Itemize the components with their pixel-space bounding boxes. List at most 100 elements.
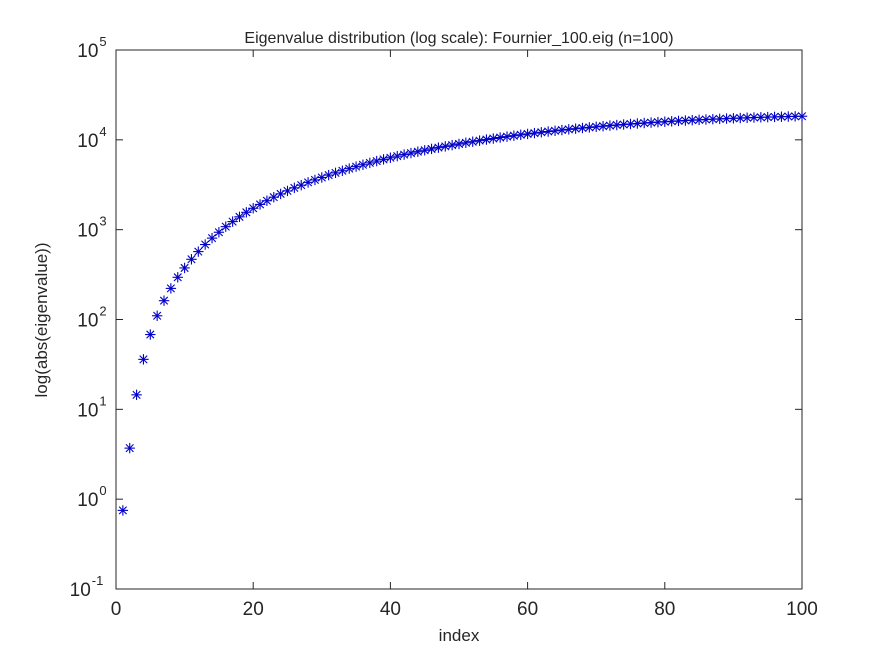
data-point — [398, 149, 410, 160]
y-tick-base: 10 — [77, 400, 98, 421]
axis-ticks — [115, 49, 803, 590]
data-point — [131, 389, 142, 401]
data-point — [584, 122, 595, 133]
y-tick-exponent: -1 — [92, 573, 104, 588]
data-point — [536, 127, 547, 138]
y-tick-base: 10 — [77, 41, 98, 62]
data-point — [700, 114, 712, 125]
chart-title: Eigenvalue distribution (log scale): Fou… — [244, 30, 673, 47]
data-point — [522, 128, 533, 140]
y-tick-base: 10 — [77, 490, 98, 511]
data-point — [309, 174, 321, 186]
data-point — [440, 141, 451, 152]
data-point — [330, 167, 341, 179]
x-tick-label: 0 — [111, 599, 122, 620]
data-point — [529, 127, 540, 139]
data-point — [563, 124, 574, 135]
data-point — [796, 111, 808, 122]
data-point — [577, 122, 588, 134]
data-point — [234, 211, 245, 223]
data-point — [302, 177, 314, 188]
y-tick-label: 10 2 — [77, 304, 106, 332]
data-point — [597, 120, 609, 132]
y-tick-exponent: 5 — [99, 34, 106, 49]
data-point — [604, 120, 616, 131]
data-point — [515, 129, 526, 140]
data-point — [481, 134, 492, 145]
data-point — [474, 135, 485, 146]
data-point — [542, 126, 554, 137]
x-tick-labels: 0 20 40 60 80 100 — [111, 599, 818, 620]
x-tick-label: 60 — [517, 599, 538, 620]
data-point — [206, 232, 218, 244]
data-point — [549, 125, 561, 136]
y-tick-exponent: 1 — [99, 393, 106, 408]
data-point — [117, 505, 129, 516]
data-point — [316, 172, 327, 183]
x-tick-label: 100 — [786, 599, 818, 620]
x-tick-label: 80 — [654, 599, 675, 620]
data-point — [446, 139, 458, 151]
data-point — [337, 165, 348, 176]
data-point — [412, 146, 424, 157]
data-point — [385, 152, 396, 163]
data-point — [639, 117, 650, 129]
y-tick-base: 10 — [70, 580, 91, 601]
data-point — [419, 145, 430, 156]
y-tick-base: 10 — [77, 131, 98, 152]
data-point — [193, 246, 204, 257]
data-point — [392, 150, 403, 162]
data-point — [426, 143, 437, 155]
data-point — [213, 227, 225, 238]
data-point — [453, 138, 465, 150]
y-tick-label: 10 0 — [77, 483, 106, 511]
data-point — [145, 329, 156, 340]
plot-area — [115, 49, 803, 590]
data-point — [591, 121, 602, 132]
data-point — [556, 124, 568, 136]
data-point — [344, 163, 355, 174]
data-point — [570, 123, 581, 134]
data-point — [467, 136, 478, 147]
data-point — [179, 262, 190, 274]
data-points — [117, 111, 808, 516]
x-axis-title: index — [439, 626, 480, 645]
data-point — [460, 137, 472, 148]
y-tick-base: 10 — [77, 311, 98, 332]
data-point — [357, 159, 369, 170]
y-axis-title: log(abs(eigenvalue)) — [32, 243, 51, 398]
data-point — [433, 142, 444, 153]
data-point — [165, 283, 177, 294]
y-tick-exponent: 2 — [99, 304, 106, 319]
data-point — [199, 239, 211, 250]
data-point — [172, 272, 183, 283]
data-point — [364, 157, 376, 169]
data-point — [652, 116, 664, 128]
data-point — [618, 119, 629, 130]
data-point — [755, 112, 767, 123]
data-point — [124, 442, 135, 454]
y-tick-label: 10 5 — [77, 34, 106, 62]
data-point — [687, 114, 698, 126]
data-point — [138, 354, 149, 365]
data-point — [488, 133, 499, 144]
data-point — [776, 111, 787, 122]
data-point — [508, 130, 520, 141]
x-tick-label: 20 — [243, 599, 264, 620]
y-tick-label: 10 4 — [77, 124, 106, 152]
data-point — [494, 132, 506, 143]
data-point — [405, 147, 417, 159]
x-tick-label: 40 — [380, 599, 401, 620]
data-point — [350, 161, 362, 172]
data-point — [151, 310, 163, 321]
y-tick-base: 10 — [77, 221, 98, 242]
data-point — [378, 154, 389, 165]
data-point — [227, 216, 238, 227]
y-tick-label: 10 -1 — [70, 573, 104, 601]
data-point — [735, 112, 746, 124]
y-tick-label: 10 3 — [77, 214, 106, 242]
y-tick-exponent: 0 — [99, 483, 106, 498]
data-point — [323, 169, 334, 181]
